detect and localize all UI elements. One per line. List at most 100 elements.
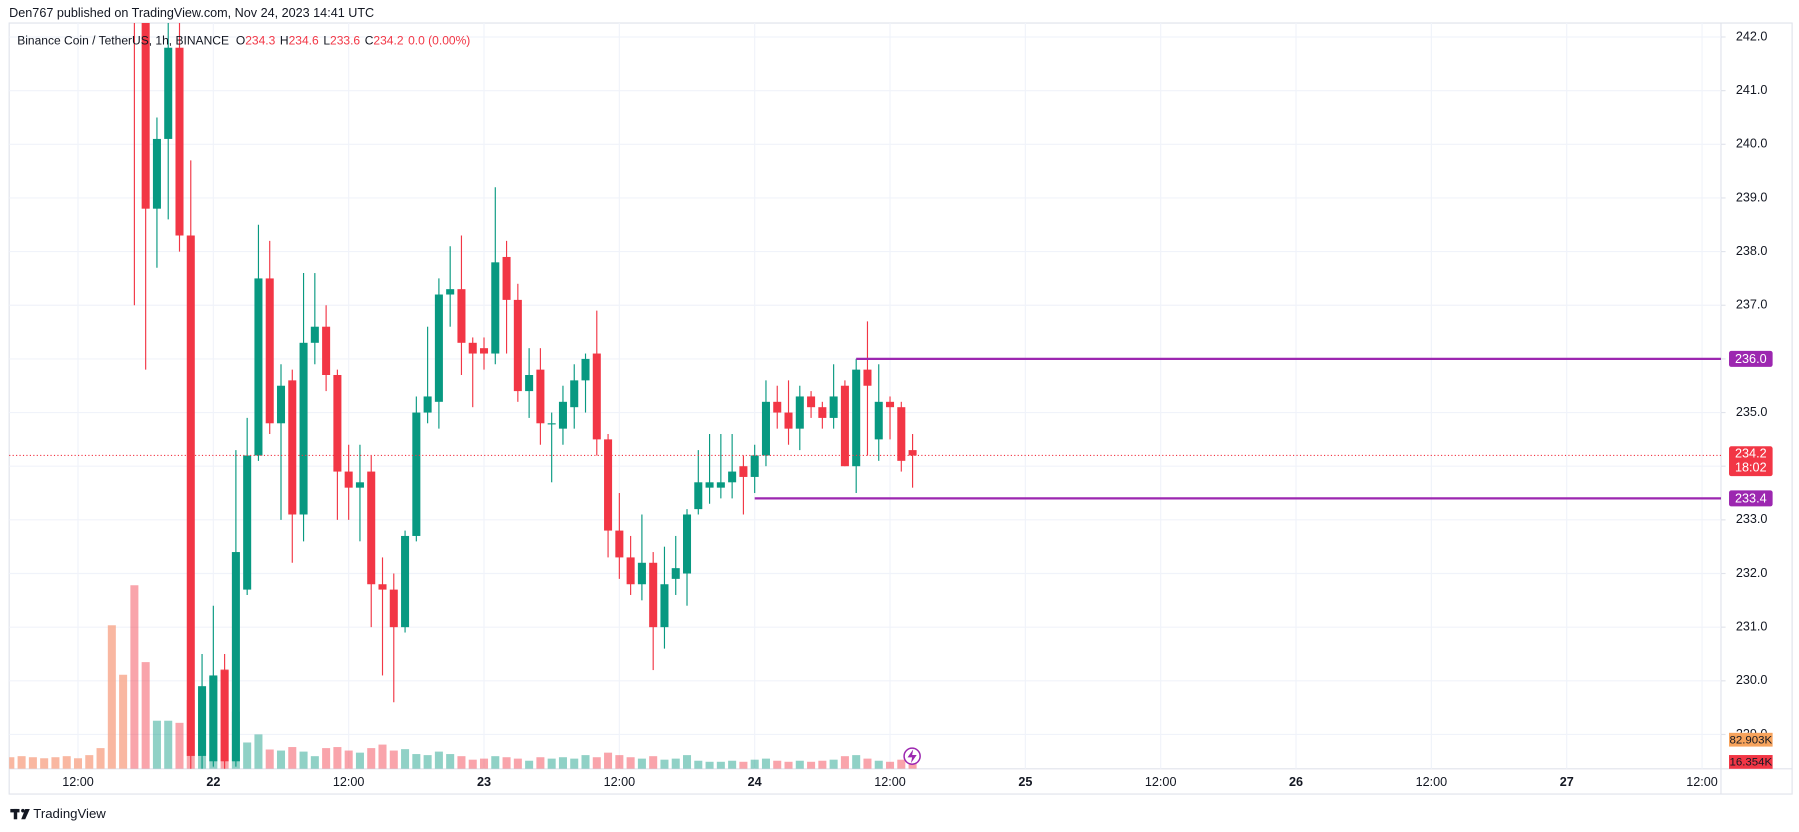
candle-body [683,514,692,574]
volume-bar [558,757,567,769]
volume-bar [378,744,387,769]
volume-bar [626,757,635,769]
volume-bar [468,759,477,769]
volume-bar [852,755,861,769]
volume-bar [119,674,128,769]
candle-body [660,584,669,628]
volume-bar [310,756,319,769]
volume-label: 16.354K [1729,757,1772,769]
candle-body [288,380,297,515]
volume-bar [570,758,579,769]
last-price-box [1729,446,1773,477]
volume-bar [333,747,342,769]
candle-body [231,552,240,762]
candle-body [378,584,387,590]
candle-body [209,675,218,762]
volume-bar [164,720,173,769]
x-tick-label: 25 [1018,775,1032,789]
volume-label-box [1729,732,1773,747]
legend-key: H [280,34,289,48]
candle-body [818,407,827,418]
volume-bar [829,759,838,769]
volume-bar [502,757,511,769]
y-tick-label: 238.0 [1736,244,1768,258]
volume-bar [908,763,917,769]
candle-body [705,482,714,488]
chart-frame [8,22,1793,795]
lightning-glyph [907,749,917,764]
volume-bar [694,760,703,769]
candle-body [897,407,906,461]
legend-value: 233.6 [330,34,360,48]
candle-body [355,482,364,488]
candle-body [581,358,590,381]
legend-key: C [365,34,374,48]
candle-body [773,401,782,413]
volume-bar [276,750,286,769]
candle-body [547,423,556,425]
candle-body [389,589,398,628]
candle-body [446,289,455,295]
volume-bar [750,759,759,769]
volume-bar [874,760,883,769]
volume-bar [51,757,60,769]
volume-bar [784,761,793,769]
candle-body [434,294,443,402]
volume-bar [525,760,534,769]
footer-brand: TradingView [33,806,106,821]
volume-bar [96,748,105,769]
volume-bar [62,756,71,769]
volume-bar [175,722,184,769]
volume-bar [254,734,263,769]
y-tick-label: 232.0 [1736,566,1768,580]
volume-bar [322,748,331,769]
x-tick-label: 12:00 [604,775,636,789]
candle-body [367,471,376,585]
volume-bar [40,758,49,769]
volume-bar [897,759,906,769]
candle-body [254,278,263,456]
candle-body [536,369,545,424]
volume-bar [761,758,770,769]
volume-bar [660,759,669,769]
volume-bar [355,752,364,769]
volume-bar [728,760,737,769]
candle-body [716,482,725,488]
volume-bar [840,756,849,769]
volume-bar [683,755,692,769]
candle-body [649,562,658,628]
volume-bar [807,761,816,769]
x-tick-label: 12:00 [874,775,906,789]
volume-bar [141,662,150,769]
volume-bar [649,756,658,769]
volume-bar [299,751,308,769]
volume-bar [9,757,15,769]
volume-bar [739,761,748,769]
candle-body [615,530,624,558]
volume-bar [73,758,83,769]
volume-bar [615,755,624,769]
countdown-label: 18:02 [1735,460,1767,474]
volume-bar [795,760,804,769]
volume-bar [288,747,297,769]
logo-part [13,808,18,820]
legend-value: 234.6 [289,34,319,48]
x-tick-label: 22 [206,775,220,789]
candle-body [886,401,895,408]
volume-bar [513,758,522,769]
header-text: Den767 published on TradingView.com, Nov… [9,6,374,20]
candle-body [784,412,793,429]
candles [133,23,917,769]
x-tick-label: 23 [477,775,491,789]
volume-bar [389,750,398,769]
logo-part [21,808,30,820]
volume-bar [412,754,421,769]
candle-body [513,299,522,392]
candle-body [671,568,680,579]
candle-body [852,369,861,467]
y-tick-label: 231.0 [1736,619,1768,633]
volume-label-box [1729,755,1773,769]
candle-body [761,401,770,456]
candle-body [265,278,274,424]
